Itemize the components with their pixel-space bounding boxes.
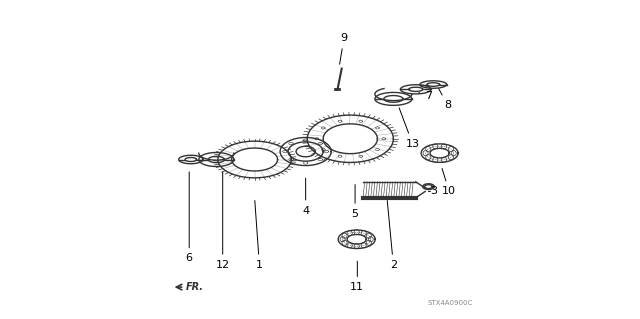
Text: 13: 13 <box>399 108 419 149</box>
Text: 12: 12 <box>216 172 230 270</box>
Text: 6: 6 <box>186 172 193 263</box>
Text: 4: 4 <box>302 178 309 216</box>
Text: 2: 2 <box>387 201 397 270</box>
Text: 11: 11 <box>350 261 364 292</box>
Text: 8: 8 <box>438 89 451 110</box>
Text: 10: 10 <box>442 168 456 197</box>
Text: STX4A0900C: STX4A0900C <box>428 300 473 306</box>
Text: 5: 5 <box>351 185 358 219</box>
Text: 7: 7 <box>419 91 432 101</box>
Text: 9: 9 <box>340 33 348 64</box>
Text: 3: 3 <box>428 186 436 197</box>
Text: FR.: FR. <box>186 282 204 292</box>
Text: 1: 1 <box>255 201 263 270</box>
